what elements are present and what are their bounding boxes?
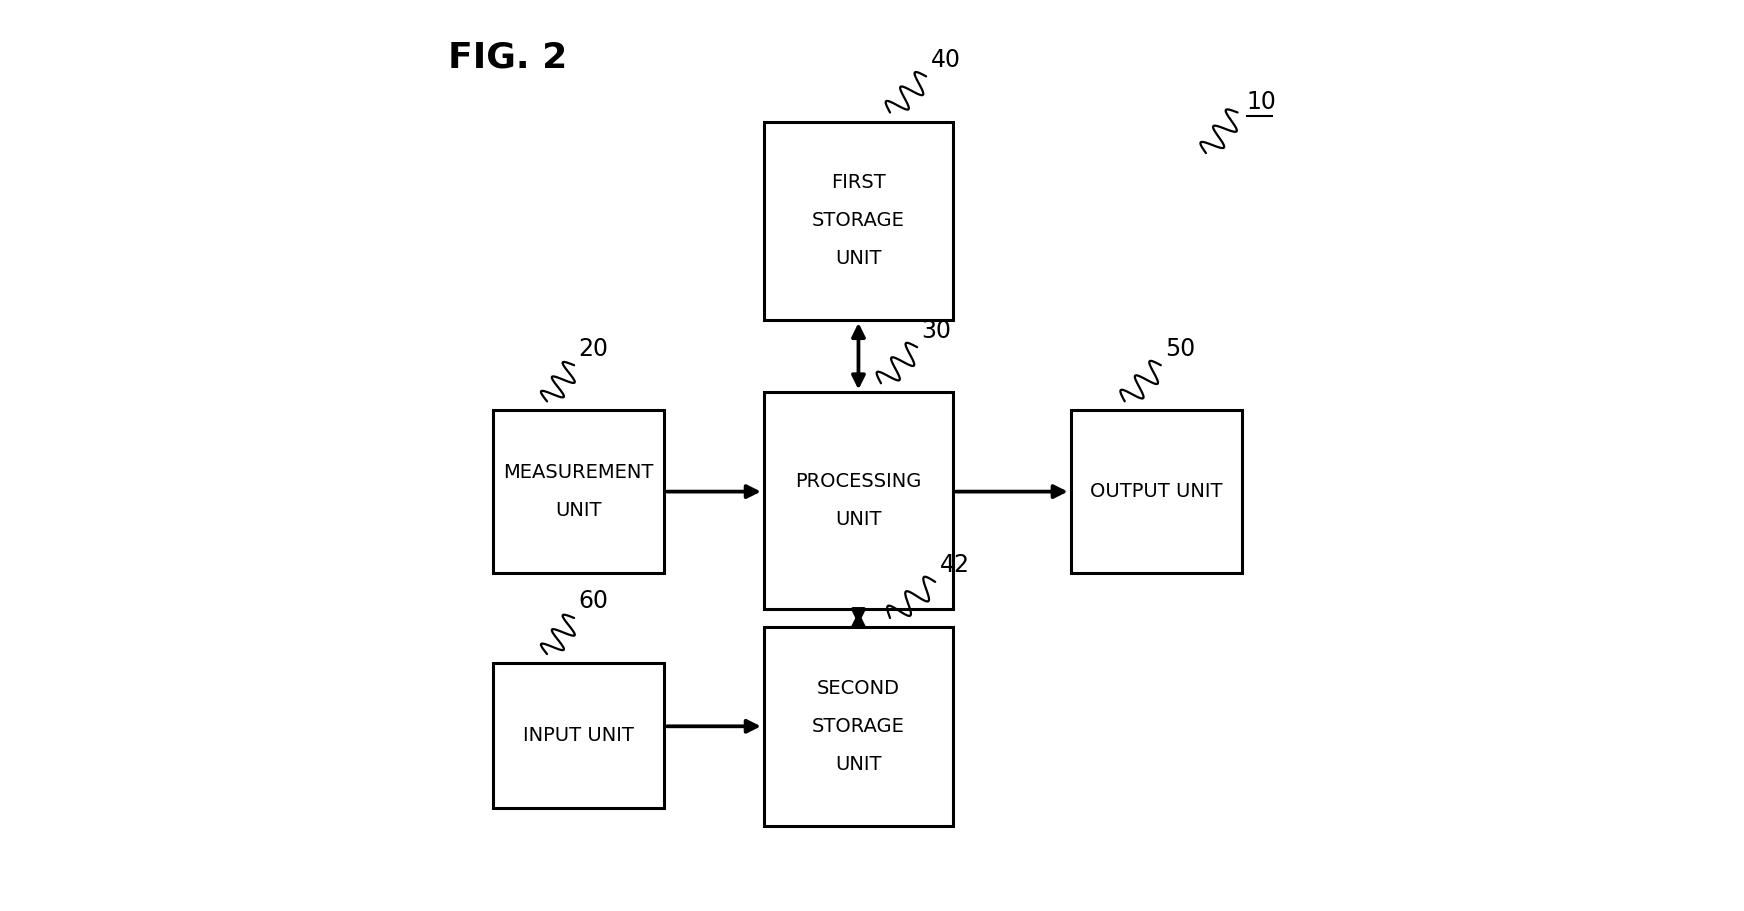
Text: UNIT: UNIT xyxy=(555,501,602,520)
Text: PROCESSING: PROCESSING xyxy=(795,472,921,491)
Text: OUTPUT UNIT: OUTPUT UNIT xyxy=(1090,482,1223,501)
Bar xyxy=(494,663,664,807)
Text: 42: 42 xyxy=(940,553,970,578)
Text: 20: 20 xyxy=(579,337,609,361)
Text: FIRST: FIRST xyxy=(832,173,886,192)
Text: 10: 10 xyxy=(1247,90,1277,114)
Text: MEASUREMENT: MEASUREMENT xyxy=(504,463,654,482)
Bar xyxy=(494,410,664,573)
Text: UNIT: UNIT xyxy=(835,754,882,773)
Bar xyxy=(1071,410,1242,573)
Text: FIG. 2: FIG. 2 xyxy=(448,40,567,75)
Text: SECOND: SECOND xyxy=(816,679,900,698)
Text: 60: 60 xyxy=(579,589,609,613)
Text: STORAGE: STORAGE xyxy=(813,717,905,736)
Bar xyxy=(764,627,954,825)
Text: INPUT UNIT: INPUT UNIT xyxy=(523,726,635,745)
Text: UNIT: UNIT xyxy=(835,250,882,268)
Bar xyxy=(764,393,954,609)
Text: 50: 50 xyxy=(1165,337,1196,361)
Text: 40: 40 xyxy=(931,48,961,72)
Text: 30: 30 xyxy=(921,319,952,343)
Bar xyxy=(764,121,954,320)
Text: STORAGE: STORAGE xyxy=(813,211,905,230)
Text: UNIT: UNIT xyxy=(835,510,882,529)
